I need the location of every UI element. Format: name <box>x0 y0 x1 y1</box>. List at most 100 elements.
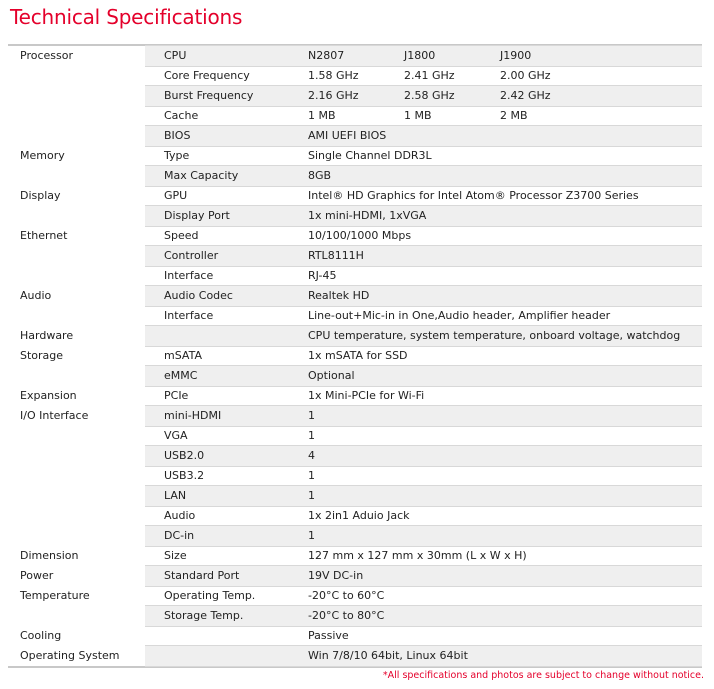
spec-item: VGA <box>164 429 188 442</box>
spec-row: Burst Frequency 2.16 GHz 2.58 GHz 2.42 GHz <box>8 85 702 107</box>
spec-item: BIOS <box>164 129 191 142</box>
spec-item: Core Frequency <box>164 69 250 82</box>
spec-value: 127 mm x 127 mm x 30mm (L x W x H) <box>308 549 527 562</box>
spec-value: 1x mini-HDMI, 1xVGA <box>308 209 427 222</box>
spec-value: N2807 <box>308 49 345 62</box>
row-band <box>145 85 702 107</box>
spec-value: Passive <box>308 629 349 642</box>
spec-row: Ethernet Speed 10/100/1000 Mbps <box>8 226 702 246</box>
spec-row: Interface Line-out+Mic-in in One,Audio he… <box>8 306 702 326</box>
row-band <box>145 325 702 347</box>
spec-value: CPU temperature, system temperature, onb… <box>308 329 681 342</box>
spec-value: 1 <box>308 489 315 502</box>
disclaimer-note: *All specifications and photos are subje… <box>382 670 704 681</box>
spec-item: Speed <box>164 229 199 242</box>
spec-value: RJ-45 <box>308 269 337 282</box>
spec-item: DC-in <box>164 529 195 542</box>
spec-value: 1 <box>308 409 315 422</box>
spec-group: Ethernet <box>20 229 68 242</box>
spec-item: USB2.0 <box>164 449 205 462</box>
spec-group: I/O Interface <box>20 409 89 422</box>
spec-row: Controller RTL8111H <box>8 245 702 267</box>
spec-item: eMMC <box>164 369 198 382</box>
spec-group: Processor <box>20 49 73 62</box>
spec-item: Type <box>164 149 190 162</box>
spec-value: AMI UEFI BIOS <box>308 129 387 142</box>
spec-value: 2 MB <box>500 109 528 122</box>
spec-row: USB2.0 4 <box>8 445 702 467</box>
spec-value: 1x Mini-PCIe for Wi-Fi <box>308 389 425 402</box>
spec-item: GPU <box>164 189 188 202</box>
spec-value: 2.41 GHz <box>404 69 455 82</box>
spec-item: PCIe <box>164 389 189 402</box>
spec-value: Line-out+Mic-in in One,Audio header, Amp… <box>308 309 611 322</box>
spec-value: 10/100/1000 Mbps <box>308 229 412 242</box>
spec-group: Operating System <box>20 649 120 662</box>
spec-value: Intel® HD Graphics for Intel Atom® Proce… <box>308 189 639 202</box>
spec-row: Cooling Passive <box>8 626 702 646</box>
spec-value: 8GB <box>308 169 332 182</box>
spec-group: Temperature <box>20 589 90 602</box>
spec-value: RTL8111H <box>308 249 364 262</box>
spec-item: Size <box>164 549 187 562</box>
spec-row: BIOS AMI UEFI BIOS <box>8 125 702 147</box>
spec-row: Display GPU Intel® HD Graphics for Intel A… <box>8 186 702 206</box>
spec-item: Cache <box>164 109 199 122</box>
spec-row: Power Standard Port 19V DC-in <box>8 565 702 587</box>
spec-group: Dimension <box>20 549 79 562</box>
spec-value: Realtek HD <box>308 289 370 302</box>
spec-item: Operating Temp. <box>164 589 256 602</box>
spec-row: DC-in 1 <box>8 525 702 547</box>
spec-row: Temperature Operating Temp. -20°C to 60°C <box>8 586 702 606</box>
row-band <box>145 165 702 187</box>
spec-item: Audio Codec <box>164 289 233 302</box>
row-band <box>145 645 702 667</box>
spec-row: Audio 1x 2in1 Aduio Jack <box>8 506 702 526</box>
spec-row: Operating System Win 7/8/10 64bit, Linux … <box>8 645 702 667</box>
spec-item: Max Capacity <box>164 169 239 182</box>
spec-item: CPU <box>164 49 187 62</box>
spec-item: Display Port <box>164 209 230 222</box>
spec-value: -20°C to 60°C <box>308 589 385 602</box>
spec-value: 1 MB <box>308 109 336 122</box>
row-band <box>145 346 702 366</box>
spec-item: Burst Frequency <box>164 89 254 102</box>
row-band <box>145 565 702 587</box>
spec-item: Audio <box>164 509 196 522</box>
spec-group: Power <box>20 569 54 582</box>
row-band <box>145 605 702 627</box>
spec-row: Processor CPU N2807 J1800 J1900 <box>8 45 702 67</box>
spec-value: 1 <box>308 469 315 482</box>
spec-value: -20°C to 80°C <box>308 609 385 622</box>
spec-item: Standard Port <box>164 569 240 582</box>
spec-value: 1 MB <box>404 109 432 122</box>
spec-item: mini-HDMI <box>164 409 222 422</box>
spec-row: Cache 1 MB 1 MB 2 MB <box>8 106 702 126</box>
spec-item: LAN <box>164 489 187 502</box>
row-band <box>145 466 702 486</box>
spec-group: Audio <box>20 289 52 302</box>
spec-value: Single Channel DDR3L <box>308 149 432 162</box>
spec-row: Display Port 1x mini-HDMI, 1xVGA <box>8 205 702 227</box>
spec-row: Core Frequency 1.58 GHz 2.41 GHz 2.00 GHz <box>8 66 702 86</box>
spec-item: USB3.2 <box>164 469 205 482</box>
spec-row: Dimension Size 127 mm x 127 mm x 30mm (L x… <box>8 546 702 566</box>
spec-row: VGA 1 <box>8 426 702 446</box>
spec-value: 1x 2in1 Aduio Jack <box>308 509 410 522</box>
spec-value: 1.58 GHz <box>308 69 359 82</box>
spec-item: Interface <box>164 309 214 322</box>
spec-value: 2.42 GHz <box>500 89 551 102</box>
row-band <box>145 506 702 526</box>
spec-group: Hardware <box>20 329 74 342</box>
row-band <box>145 525 702 547</box>
spec-group: Memory <box>20 149 65 162</box>
spec-value: 1 <box>308 529 315 542</box>
spec-value: 19V DC-in <box>308 569 364 582</box>
spec-value: 2.00 GHz <box>500 69 551 82</box>
spec-row: LAN 1 <box>8 485 702 507</box>
spec-table: Processor CPU N2807 J1800 J1900 Core Frequenc… <box>8 44 702 668</box>
row-band <box>145 245 702 267</box>
spec-item: Interface <box>164 269 214 282</box>
spec-item: Storage Temp. <box>164 609 244 622</box>
spec-row: Memory Type Single Channel DDR3L <box>8 146 702 166</box>
